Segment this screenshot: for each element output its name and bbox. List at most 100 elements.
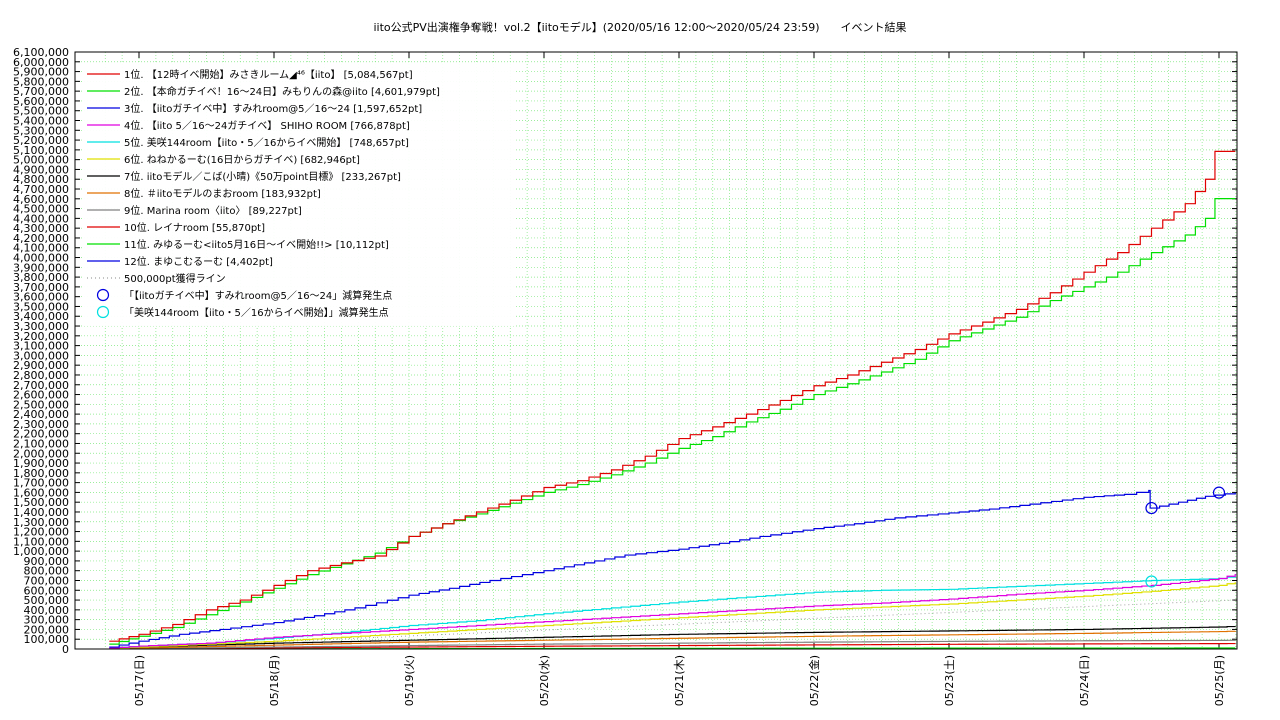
y-tick-label: 4,700,000 xyxy=(13,183,69,196)
y-tick-label: 1,600,000 xyxy=(13,486,69,499)
x-tick-label: 05/25(月) xyxy=(1213,655,1226,706)
y-tick-label: 1,200,000 xyxy=(13,526,69,539)
y-tick-label: 1,800,000 xyxy=(13,467,69,480)
y-tick-label: 3,500,000 xyxy=(13,300,69,313)
legend-box xyxy=(82,64,514,326)
x-tick-label: 05/17(日) xyxy=(133,655,146,706)
legend-label-1: 1位. 【12時イベ開始】みさきルーム◢⁴⁶【iito】 [5,084,567p… xyxy=(124,68,413,81)
y-tick-label: 2,200,000 xyxy=(13,428,69,441)
series-line-9 xyxy=(109,639,1236,649)
marker-point-1 xyxy=(1145,501,1158,515)
y-tick-label: 200,000 xyxy=(24,623,70,636)
series-line-6 xyxy=(109,582,1236,649)
legend-label-12: 12位. まゆこむるーむ [4,402pt] xyxy=(124,255,273,268)
x-tick-label: 05/22(金) xyxy=(807,655,821,706)
legend-marker-label-1: 「【iitoガチイベ中】すみれroom@5／16〜24」減算発生点 xyxy=(124,289,392,302)
y-tick-label: 600,000 xyxy=(24,584,70,597)
y-tick-label: 4,300,000 xyxy=(13,222,69,235)
y-tick-label: 400,000 xyxy=(24,604,70,617)
y-tick-label: 4,200,000 xyxy=(13,232,69,245)
x-tick-label: 05/24(日) xyxy=(1078,655,1091,706)
y-tick-label: 3,200,000 xyxy=(13,330,69,343)
x-tick-label: 05/20(水) xyxy=(538,655,551,706)
legend-label-10: 10位. レイナroom [55,870pt] xyxy=(124,221,265,234)
y-axis: 0100,000200,000300,000400,000500,000600,… xyxy=(13,46,1237,656)
y-tick-label: 2,600,000 xyxy=(13,389,69,402)
plot-frame xyxy=(74,51,1238,650)
y-tick-label: 4,600,000 xyxy=(13,193,69,206)
legend-label-2: 2位. 【本命ガチイベ！16〜24日】みもりんの森@iito [4,601,97… xyxy=(124,85,440,98)
legend-label-8: 8位. ＃iitoモデルのまおroom [183,932pt] xyxy=(124,187,321,200)
legend-label-11: 11位. みゆるーむ<iito5月16日〜イベ開始!!> [10,112pt] xyxy=(124,238,389,251)
y-tick-label: 4,100,000 xyxy=(13,242,69,255)
y-tick-label: 4,400,000 xyxy=(13,212,69,225)
y-tick-label: 2,900,000 xyxy=(13,359,69,372)
x-tick-label: 05/23(土) xyxy=(943,655,956,706)
y-tick-label: 2,400,000 xyxy=(13,408,69,421)
y-tick-label: 700,000 xyxy=(24,574,70,587)
series-line-3 xyxy=(109,489,1236,648)
y-tick-label: 1,900,000 xyxy=(13,457,69,470)
y-tick-label: 4,500,000 xyxy=(13,203,69,216)
y-tick-label: 5,900,000 xyxy=(13,66,69,79)
y-tick-label: 5,100,000 xyxy=(13,144,69,157)
y-tick-label: 500,000 xyxy=(24,594,70,607)
y-tick-label: 5,700,000 xyxy=(13,85,69,98)
y-tick-label: 6,100,000 xyxy=(13,46,69,59)
y-tick-label: 3,100,000 xyxy=(13,340,69,353)
y-tick-label: 3,600,000 xyxy=(13,291,69,304)
y-tick-label: 2,700,000 xyxy=(13,379,69,392)
legend-marker-label-2: 「美咲144room【iito・5／16からイベ開始】」減算発生点 xyxy=(124,306,389,319)
y-tick-label: 800,000 xyxy=(24,565,70,578)
marker-point-1 xyxy=(1212,486,1226,499)
marker-point-2 xyxy=(1145,575,1158,588)
y-tick-label: 2,100,000 xyxy=(13,437,69,450)
series-line-4 xyxy=(109,573,1236,649)
y-tick-label: 1,100,000 xyxy=(13,535,69,548)
legend-label-9: 9位. Marina room〈iito〉 [89,227pt] xyxy=(124,204,302,217)
y-tick-label: 2,300,000 xyxy=(13,418,69,431)
legend-label-13: 500,000pt獲得ライン xyxy=(124,272,226,285)
y-tick-label: 2,500,000 xyxy=(13,398,69,411)
legend-label-4: 4位. 【iito 5／16〜24ガチイベ】 SHIHO ROOM [766,8… xyxy=(124,119,410,132)
y-tick-label: 5,000,000 xyxy=(13,154,69,167)
legend-marker xyxy=(96,288,110,302)
y-tick-label: 3,700,000 xyxy=(13,281,69,294)
y-tick-label: 900,000 xyxy=(24,555,70,568)
y-tick-label: 3,400,000 xyxy=(13,310,69,323)
y-tick-label: 3,300,000 xyxy=(13,320,69,333)
series-line-2 xyxy=(109,198,1236,645)
y-tick-label: 3,800,000 xyxy=(13,271,69,284)
x-tick-label: 05/18(月) xyxy=(268,655,281,706)
y-tick-label: 6,000,000 xyxy=(13,56,69,69)
y-tick-label: 4,900,000 xyxy=(13,163,69,176)
y-tick-label: 2,800,000 xyxy=(13,369,69,382)
legend-label-5: 5位. 美咲144room【iito・5／16からイベ開始】 [748,657p… xyxy=(124,136,409,149)
y-tick-label: 4,000,000 xyxy=(13,252,69,265)
y-tick-label: 5,300,000 xyxy=(13,124,69,137)
y-tick-label: 5,800,000 xyxy=(13,75,69,88)
series-markers xyxy=(1145,486,1226,588)
legend-marker xyxy=(96,305,110,319)
series-line-10 xyxy=(109,642,1236,649)
y-tick-label: 1,300,000 xyxy=(13,516,69,529)
y-tick-label: 1,400,000 xyxy=(13,506,69,519)
y-tick-label: 0 xyxy=(62,643,69,656)
y-tick-label: 3,900,000 xyxy=(13,261,69,274)
y-tick-label: 5,200,000 xyxy=(13,134,69,147)
y-tick-label: 5,600,000 xyxy=(13,95,69,108)
legend: 1位. 【12時イベ開始】みさきルーム◢⁴⁶【iito】 [5,084,567p… xyxy=(82,64,514,326)
y-tick-label: 3,000,000 xyxy=(13,349,69,362)
legend-label-3: 3位. 【iitoガチイベ中】すみれroom@5／16〜24 [1,597,65… xyxy=(124,102,422,115)
y-tick-label: 2,000,000 xyxy=(13,447,69,460)
series-line-7 xyxy=(109,625,1236,649)
x-tick-label: 05/19(火) xyxy=(403,655,416,706)
series-line-1 xyxy=(109,150,1236,642)
y-tick-label: 5,500,000 xyxy=(13,105,69,118)
x-axis: 05/17(日) 05/18(月) 05/19(火) 05/20(水) 05/21(木)… xyxy=(133,52,1226,706)
y-tick-label: 1,700,000 xyxy=(13,477,69,490)
series-line-8 xyxy=(109,630,1236,649)
legend-label-6: 6位. ねねかるーむ(16日からガチイベ) [682,946pt] xyxy=(124,153,360,166)
chart-title: iito公式PV出演権争奪戦！vol.2【iitoモデル】(2020/05/16… xyxy=(373,21,907,34)
